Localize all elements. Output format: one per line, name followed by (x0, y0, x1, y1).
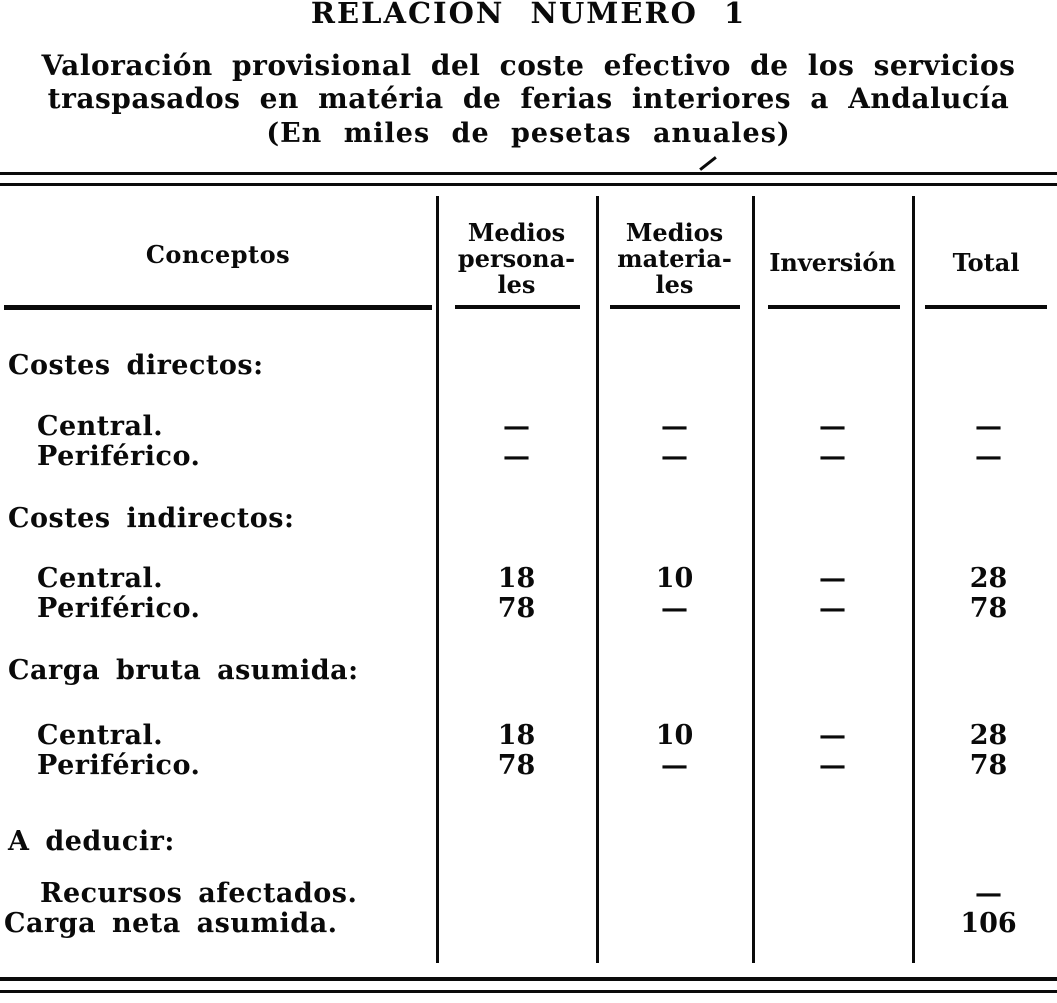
header-conceptos: Conceptos (145, 240, 291, 269)
header-medios-materiales-line: materia- (617, 244, 732, 273)
table-row-carga-bruta-asumida: Carga bruta asumida: (0, 656, 1057, 686)
header-medios-personales-line: persona- (457, 244, 576, 273)
table-row-periferico: Periférico. — — — — (0, 442, 1057, 472)
cell-total: 78 (969, 593, 1008, 624)
cell-medios-personales: — (503, 441, 530, 472)
cell-total: — (975, 411, 1002, 442)
header-inversion: Inversión (769, 248, 896, 277)
table-row-central: Central. — — — — (0, 412, 1057, 442)
header-medios-personales-line: Medios (467, 218, 566, 247)
cell-total: 28 (969, 720, 1008, 751)
cell-medios-personales: 78 (497, 593, 536, 624)
cell-medios-personales: — (503, 411, 530, 442)
row-label: Carga neta asumida. (4, 908, 338, 939)
header-medios-materiales-line: les (655, 270, 694, 299)
cell-inversion: — (819, 720, 846, 751)
bottom-rule-lower (0, 990, 1057, 993)
document-subtitle-line-2: traspasados en matéria de ferias interio… (47, 82, 1010, 115)
table-row-periferico: Periférico. 78 — — 78 (0, 751, 1057, 781)
row-label: Recursos afectados. (40, 878, 358, 909)
document-title: RELACIÓN NÚMERO 1 (310, 0, 747, 30)
row-label: Costes directos: (8, 350, 264, 381)
column-rule-1 (436, 196, 439, 963)
row-label: Central. (37, 563, 164, 594)
column-rule-3 (752, 196, 755, 963)
cell-inversion: — (819, 750, 846, 781)
header-underline-inversion (768, 305, 900, 309)
row-label: Periférico. (37, 593, 201, 624)
cell-total: 106 (960, 908, 1017, 939)
table-row-carga-neta-asumida: Carga neta asumida. 106 (0, 909, 1057, 939)
cell-total: — (975, 878, 1002, 909)
header-medios-personales: Medios persona- les (439, 220, 594, 298)
row-label: Carga bruta asumida: (8, 655, 359, 686)
cell-inversion: — (819, 593, 846, 624)
cell-inversion: — (819, 441, 846, 472)
cell-medios-materiales: — (661, 441, 688, 472)
cell-medios-personales: 18 (497, 563, 536, 594)
cell-total: 28 (969, 563, 1008, 594)
header-underline-medios-materiales (610, 305, 740, 309)
cell-inversion: — (819, 411, 846, 442)
table-row-costes-indirectos: Costes indirectos: (0, 504, 1057, 534)
header-underline-medios-personales (455, 305, 580, 309)
cell-medios-materiales: 10 (655, 720, 694, 751)
cell-medios-materiales: — (661, 411, 688, 442)
table-row-recursos-afectados: Recursos afectados. — (0, 879, 1057, 909)
row-label: Periférico. (37, 750, 201, 781)
row-label: Periférico. (37, 441, 201, 472)
header-medios-personales-line: les (497, 270, 536, 299)
top-rule-lower (0, 183, 1057, 186)
cell-medios-personales: 18 (497, 720, 536, 751)
cell-total: — (975, 441, 1002, 472)
stray-slash-mark (699, 156, 717, 171)
cell-medios-materiales: — (661, 750, 688, 781)
row-label: Central. (37, 720, 164, 751)
row-label: A deducir: (8, 826, 175, 857)
unit-note: (En miles de pesetas anuales) (266, 118, 791, 149)
cell-inversion: — (819, 563, 846, 594)
column-rule-4 (912, 196, 915, 963)
header-medios-materiales: Medios materia- les (599, 220, 750, 298)
column-rule-2 (596, 196, 599, 963)
bottom-rule-upper (0, 977, 1057, 981)
header-medios-materiales-line: Medios (625, 218, 724, 247)
cell-medios-personales: 78 (497, 750, 536, 781)
top-rule-upper (0, 172, 1057, 175)
row-label: Central. (37, 411, 164, 442)
header-total: Total (952, 248, 1020, 277)
table-row-central: Central. 18 10 — 28 (0, 721, 1057, 751)
cell-total: 78 (969, 750, 1008, 781)
table-row-periferico: Periférico. 78 — — 78 (0, 594, 1057, 624)
table-row-costes-directos: Costes directos: (0, 351, 1057, 381)
header-underline-conceptos (4, 305, 432, 310)
table-row-a-deducir: A deducir: (0, 827, 1057, 857)
header-underline-total (925, 305, 1047, 309)
cell-medios-materiales: — (661, 593, 688, 624)
cell-medios-materiales: 10 (655, 563, 694, 594)
table-row-central: Central. 18 10 — 28 (0, 564, 1057, 594)
document-subtitle-line-1: Valoración provisional del coste efectiv… (41, 49, 1016, 82)
row-label: Costes indirectos: (8, 503, 295, 534)
